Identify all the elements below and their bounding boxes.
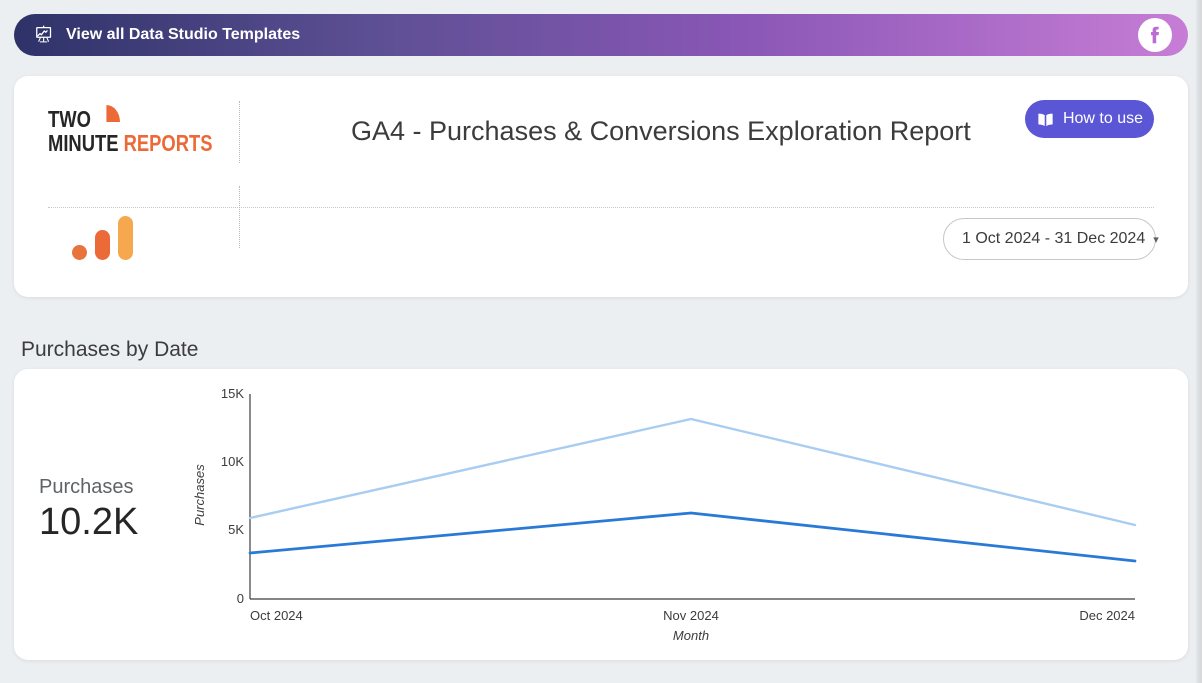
svg-text:Nov 2024: Nov 2024 [663,608,719,623]
svg-text:15K: 15K [221,386,244,401]
svg-text:Month: Month [673,628,709,643]
svg-text:0: 0 [237,591,244,606]
svg-text:Dec 2024: Dec 2024 [1079,608,1135,623]
svg-text:MINUTE REPORTS: MINUTE REPORTS [48,131,213,156]
svg-text:Oct 2024: Oct 2024 [250,608,303,623]
svg-text:10K: 10K [221,454,244,469]
svg-text:TWO: TWO [48,107,91,132]
svg-text:5K: 5K [228,522,244,537]
